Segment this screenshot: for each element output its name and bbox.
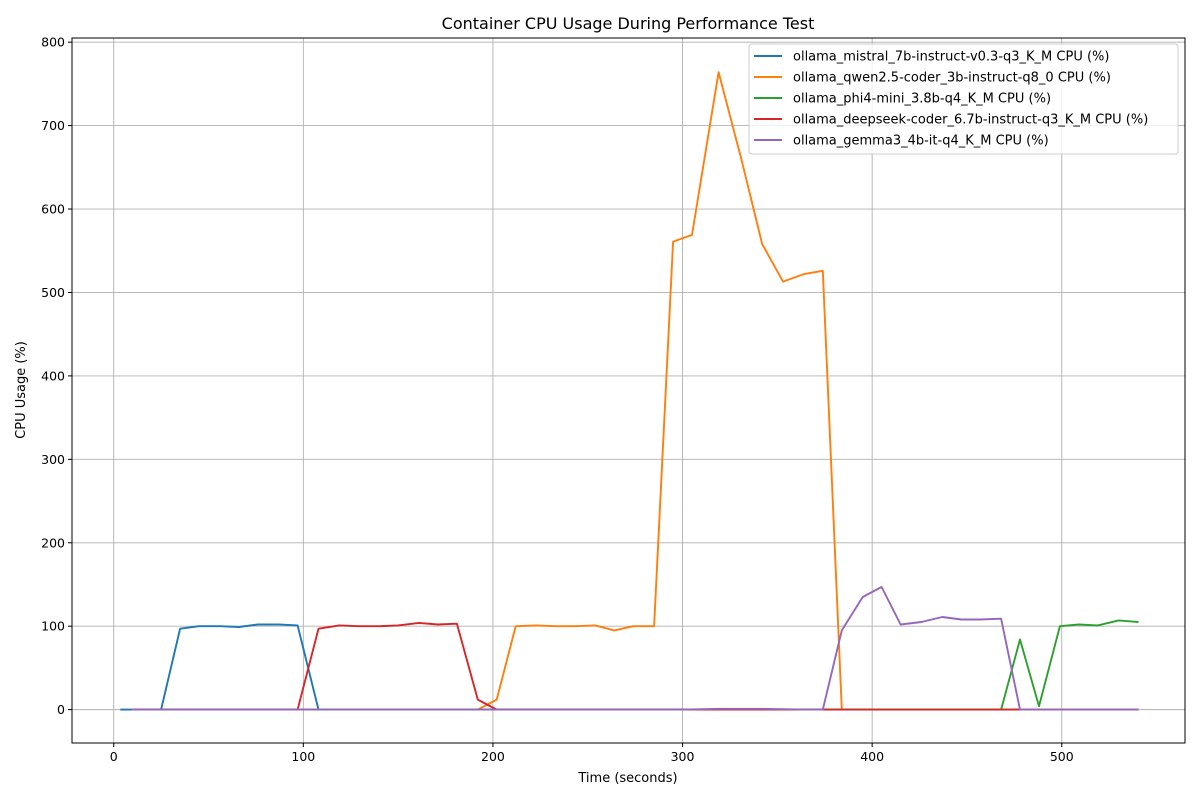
y-tick-label: 200: [41, 535, 65, 550]
series-line-4: [131, 586, 1139, 711]
x-axis-label: Time (seconds): [577, 771, 677, 786]
legend-label-3: ollama_deepseek-coder_6.7b-instruct-q3_K…: [793, 113, 1148, 128]
x-tick-label: 500: [1050, 749, 1074, 764]
series-line-1: [131, 71, 1139, 711]
legend-label-1: ollama_qwen2.5-coder_3b-instruct-q8_0 CP…: [793, 71, 1111, 86]
plot-series: [120, 71, 1139, 711]
y-tick-label: 800: [41, 35, 65, 50]
y-tick-label: 100: [41, 619, 65, 634]
x-tick-label: 100: [291, 749, 315, 764]
y-tick-label: 400: [41, 368, 65, 383]
y-axis-ticks: 0 100 200 300 400 500 600 700 800: [41, 35, 72, 717]
x-tick-label: 400: [860, 749, 884, 764]
y-tick-label: 0: [57, 702, 65, 717]
y-axis-label: CPU Usage (%): [14, 341, 29, 439]
x-axis-ticks: 0 100 200 300 400 500: [110, 743, 1074, 764]
legend-label-2: ollama_phi4-mini_3.8b-q4_K_M CPU (%): [793, 92, 1051, 107]
legend-label-4: ollama_gemma3_4b-it-q4_K_M CPU (%): [793, 134, 1049, 149]
x-tick-label: 300: [671, 749, 695, 764]
y-tick-label: 300: [41, 452, 65, 467]
x-tick-label: 0: [110, 749, 118, 764]
chart-title: Container CPU Usage During Performance T…: [442, 14, 815, 33]
series-line-3: [131, 621, 1021, 711]
legend: ollama_mistral_7b-instruct-v0.3-q3_K_M C…: [748, 43, 1179, 155]
legend-box: [748, 43, 1179, 155]
y-tick-label: 500: [41, 285, 65, 300]
grid-lines: [72, 38, 1185, 743]
series-line-2: [131, 619, 1139, 711]
y-tick-label: 700: [41, 118, 65, 133]
y-tick-label: 600: [41, 202, 65, 217]
plot-area-frame: [71, 37, 1186, 744]
legend-label-0: ollama_mistral_7b-instruct-v0.3-q3_K_M C…: [793, 50, 1109, 65]
x-tick-label: 200: [481, 749, 505, 764]
